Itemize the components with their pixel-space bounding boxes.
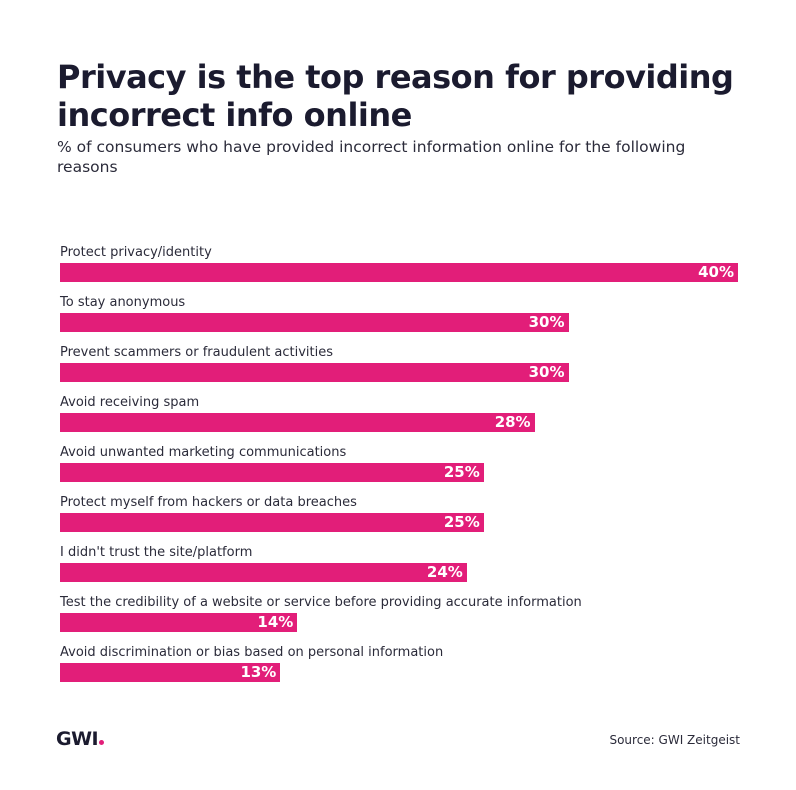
gwi-logo: GWI: [56, 728, 105, 750]
bar-value-label: 40%: [698, 263, 734, 281]
logo-text: GWI: [56, 728, 99, 750]
bar: 25%: [60, 513, 484, 532]
bar: 30%: [60, 363, 569, 382]
bar-row: Test the credibility of a website or ser…: [60, 595, 760, 635]
bar: 24%: [60, 563, 467, 582]
bar-row: To stay anonymous 30%: [60, 295, 760, 335]
chart-title: Privacy is the top reason for providing …: [57, 58, 734, 134]
source-note: Source: GWI Zeitgeist: [609, 733, 740, 747]
bar-category-label: I didn't trust the site/platform: [60, 545, 253, 560]
bar-value-label: 14%: [257, 613, 294, 631]
logo-dot-icon: [99, 740, 105, 745]
bar-row: I didn't trust the site/platform 24%: [60, 545, 760, 585]
bar-value-label: 30%: [528, 363, 565, 381]
bar-category-label: Prevent scammers or fraudulent activitie…: [60, 345, 334, 360]
chart-subtitle: % of consumers who have provided incorre…: [57, 138, 686, 176]
bar: 28%: [60, 413, 535, 432]
bar-row: Avoid discrimination or bias based on pe…: [60, 645, 760, 685]
bar-row: Protect privacy/identity 40%: [60, 245, 760, 285]
bar-value-label: 28%: [494, 413, 531, 431]
bar-category-label: Avoid unwanted marketing communications: [60, 445, 347, 460]
bar-value-label: 25%: [443, 463, 480, 481]
bar-category-label: Avoid receiving spam: [60, 395, 200, 410]
bar-category-label: To stay anonymous: [60, 295, 186, 310]
bar: 25%: [60, 463, 484, 482]
bar: 13%: [60, 663, 281, 682]
bar-row: Protect myself from hackers or data brea…: [60, 495, 760, 535]
bar: 14%: [60, 613, 298, 632]
bar-value-label: 25%: [443, 513, 480, 531]
bar: 40%: [60, 263, 738, 282]
bar-row: Avoid unwanted marketing communications 2…: [60, 445, 760, 485]
bar-row: Avoid receiving spam 28%: [60, 395, 760, 435]
bar-row: Prevent scammers or fraudulent activitie…: [60, 345, 760, 385]
bar-category-label: Avoid discrimination or bias based on pe…: [60, 645, 444, 660]
bar: 30%: [60, 313, 569, 332]
bar-value-label: 24%: [426, 563, 463, 581]
bar-category-label: Protect myself from hackers or data brea…: [60, 495, 357, 510]
bar-category-label: Test the credibility of a website or ser…: [60, 595, 582, 610]
bar-value-label: 30%: [528, 313, 565, 331]
bar-category-label: Protect privacy/identity: [60, 245, 212, 260]
bar-value-label: 13%: [240, 663, 277, 681]
